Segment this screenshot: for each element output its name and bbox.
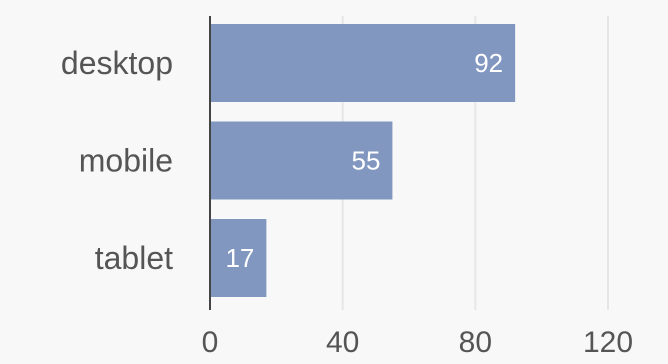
category-label-desktop: desktop	[61, 45, 173, 81]
x-tick-label-120: 120	[583, 326, 633, 359]
bar-desktop	[210, 24, 516, 102]
x-tick-label-0: 0	[202, 326, 219, 359]
value-label-mobile: 55	[351, 146, 380, 176]
category-label-tablet: tablet	[95, 240, 173, 276]
category-labels: desktop mobile tablet	[61, 45, 173, 276]
bar-mobile	[210, 121, 393, 200]
value-labels: 92 55 17	[225, 48, 503, 273]
x-tick-labels: 0 40 80 120	[202, 326, 633, 359]
bars	[210, 24, 516, 297]
category-label-mobile: mobile	[79, 143, 173, 179]
bar-tablet	[210, 219, 267, 297]
x-tick-label-80: 80	[459, 326, 492, 359]
x-tick-label-40: 40	[326, 326, 359, 359]
value-label-tablet: 17	[225, 243, 254, 273]
value-label-desktop: 92	[474, 48, 503, 78]
